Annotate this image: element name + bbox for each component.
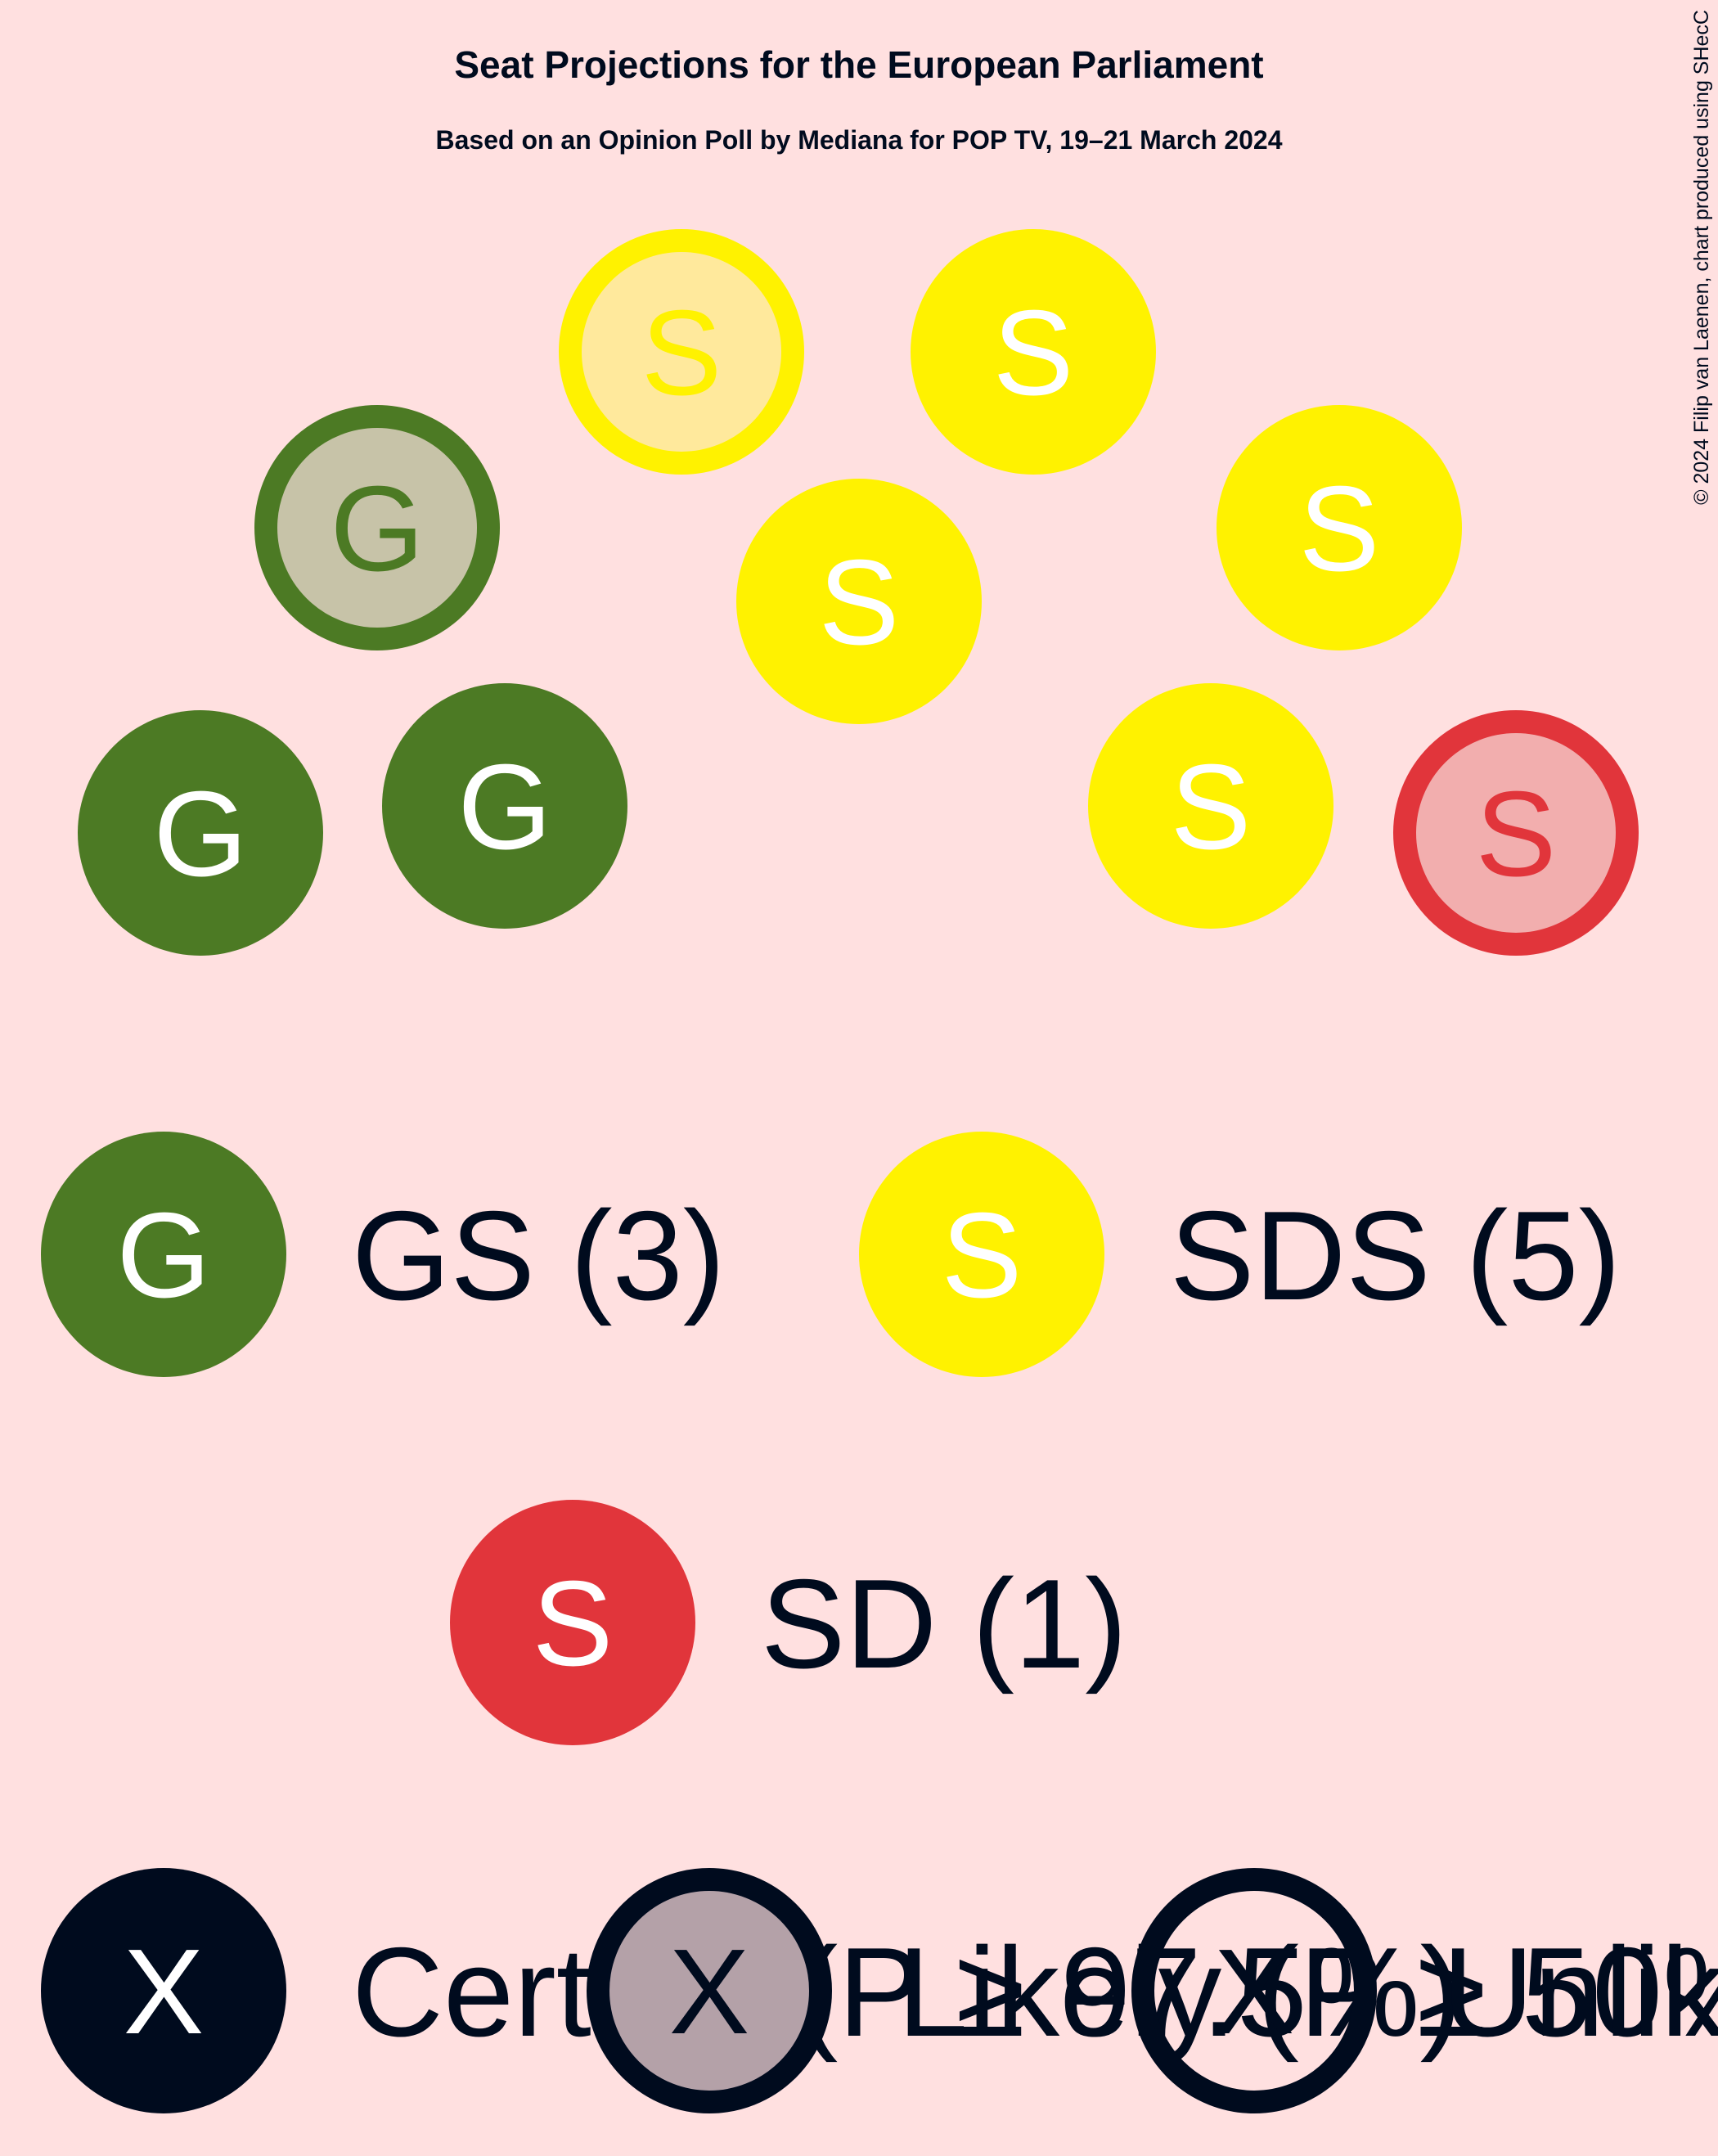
status-circle	[587, 1868, 832, 2113]
status-circle	[41, 1868, 286, 2113]
status-label-unlikely: Unlikely	[1442, 1921, 1718, 2063]
seat-letter: G	[116, 1188, 210, 1323]
seat-letter: S	[819, 535, 900, 670]
seat-sds-likely: S	[559, 229, 804, 475]
seat-circle	[859, 1132, 1104, 1377]
seat-letter: G	[153, 767, 247, 902]
status-label-certain: Certain (P ≥ 97.5%)	[352, 1921, 1462, 2063]
status-marker-certain: X	[41, 1868, 286, 2113]
seat-circle	[1217, 405, 1462, 650]
seat-circle	[41, 1132, 286, 1377]
legend-marker-sd: S	[450, 1500, 695, 1745]
status-letter: X	[1214, 1924, 1295, 2059]
seat-circle	[736, 479, 982, 724]
copyright-note: © 2024 Filip van Laenen, chart produced …	[1690, 10, 1713, 505]
seat-letter: G	[330, 461, 424, 596]
seat-sds-certain: S	[1088, 683, 1333, 929]
seat-letter: S	[641, 286, 722, 421]
seat-circle	[1088, 683, 1333, 929]
seat-circle	[382, 683, 627, 929]
status-label-likely: Likely (P ≥ 50%)	[897, 1921, 1718, 2063]
seat-gs-certain: G	[382, 683, 627, 929]
seat-circle	[559, 229, 804, 475]
chart-title: Seat Projections for the European Parlia…	[454, 43, 1263, 86]
seat-letter: S	[1476, 767, 1557, 902]
status-marker-unlikely: X	[1131, 1868, 1377, 2113]
party-legend: G GS (3) S SDS (5) S SD (1)	[41, 1132, 1621, 1745]
seat-letter: G	[457, 740, 551, 875]
seat-sds-certain: S	[911, 229, 1156, 475]
status-circle	[1131, 1868, 1377, 2113]
legend-label-gs: GS (3)	[352, 1185, 725, 1326]
seat-circle	[254, 405, 500, 650]
legend-marker-gs: G	[41, 1132, 286, 1377]
seat-circle	[450, 1500, 695, 1745]
status-marker-likely: X	[587, 1868, 832, 2113]
seat-letter: S	[533, 1556, 614, 1691]
legend-marker-sds: S	[859, 1132, 1104, 1377]
seat-gs-likely: G	[254, 405, 500, 650]
chart-subtitle: Based on an Opinion Poll by Mediana for …	[436, 125, 1283, 155]
seat-letter: S	[1299, 461, 1380, 596]
seat-sd-likely: S	[1393, 710, 1639, 956]
seat-circle	[911, 229, 1156, 475]
seat-circle	[78, 710, 323, 956]
legend-label-sds: SDS (5)	[1170, 1185, 1621, 1326]
seat-letter: S	[942, 1188, 1023, 1323]
seat-sds-certain: S	[736, 479, 982, 724]
seat-gs-certain: G	[78, 710, 323, 956]
seat-letter: S	[993, 286, 1074, 421]
seat-sds-certain: S	[1217, 405, 1462, 650]
status-letter: X	[124, 1924, 205, 2059]
seat-letter: S	[1171, 740, 1252, 875]
seat-circle	[1393, 710, 1639, 956]
legend-label-sd: SD (1)	[761, 1553, 1127, 1695]
status-letter: X	[669, 1924, 750, 2059]
